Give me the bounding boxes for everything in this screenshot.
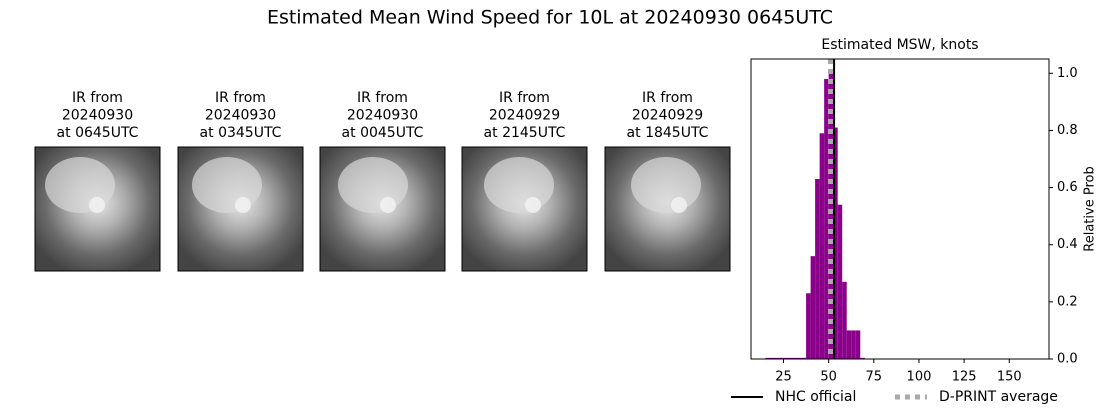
legend-label: D-PRINT average [939,389,1058,405]
x-tick-label: 75 [866,370,883,385]
y-tick-label: 0.2 [1057,294,1078,309]
panel-title: at 0345UTC [200,125,282,141]
bar [824,79,829,359]
bar [765,357,770,359]
bar [842,281,847,359]
x-tick-label: 100 [907,370,932,385]
panel-title: IR from [215,90,266,106]
ir-cloud [484,157,554,213]
ir-eye [235,197,251,213]
bar [837,204,843,359]
bar [778,357,784,359]
panel-title: 20240930 [62,108,133,124]
panel-title: at 2145UTC [484,125,566,141]
panel-title: 20240929 [632,108,703,124]
bar [855,330,861,359]
bar [846,330,852,359]
bar [801,357,807,359]
panel-title: 20240930 [347,108,418,124]
x-tick-label: 25 [775,370,792,385]
chart-title: Estimated MSW, knots [821,37,978,53]
bar [833,127,838,359]
bar [792,357,798,359]
panel-title: at 0645UTC [57,125,139,141]
bar [774,357,779,359]
panel-title: 20240930 [205,108,276,124]
y-tick-label: 1.0 [1057,66,1078,81]
y-tick-label: 0.8 [1057,123,1078,138]
y-tick-label: 0.4 [1057,237,1078,252]
legend-label: NHC official [775,389,856,405]
ir-eye [89,197,105,213]
bar [783,357,789,359]
ir-cloud [192,157,262,213]
panel-title: IR from [499,90,550,106]
bar [769,357,775,359]
x-tick-label: 125 [952,370,977,385]
panel-title: at 0045UTC [342,125,424,141]
figure-title: Estimated Mean Wind Speed for 10L at 202… [267,7,833,29]
x-tick-label: 50 [820,370,837,385]
ir-eye [380,197,396,213]
panel-title: 20240929 [489,108,560,124]
bar [851,330,856,359]
bar [815,179,820,359]
ir-eye [671,197,687,213]
x-tick-label: 150 [997,370,1022,385]
panel-title: at 1845UTC [627,125,709,141]
panel-title: IR from [72,90,123,106]
bar [828,73,834,360]
bar [810,256,816,359]
ir-cloud [631,157,701,213]
panel-title: IR from [357,90,408,106]
ir-cloud [338,157,408,213]
bar [819,133,825,359]
bar [806,293,811,359]
bar [788,357,793,359]
bar [797,357,802,359]
y-axis-label: Relative Prob [1083,166,1098,251]
panel-title: IR from [642,90,693,106]
ir-eye [525,197,541,213]
plot-frame [750,58,1050,360]
bar [860,357,865,359]
y-tick-label: 0.0 [1057,352,1078,367]
y-tick-label: 0.6 [1057,180,1078,195]
